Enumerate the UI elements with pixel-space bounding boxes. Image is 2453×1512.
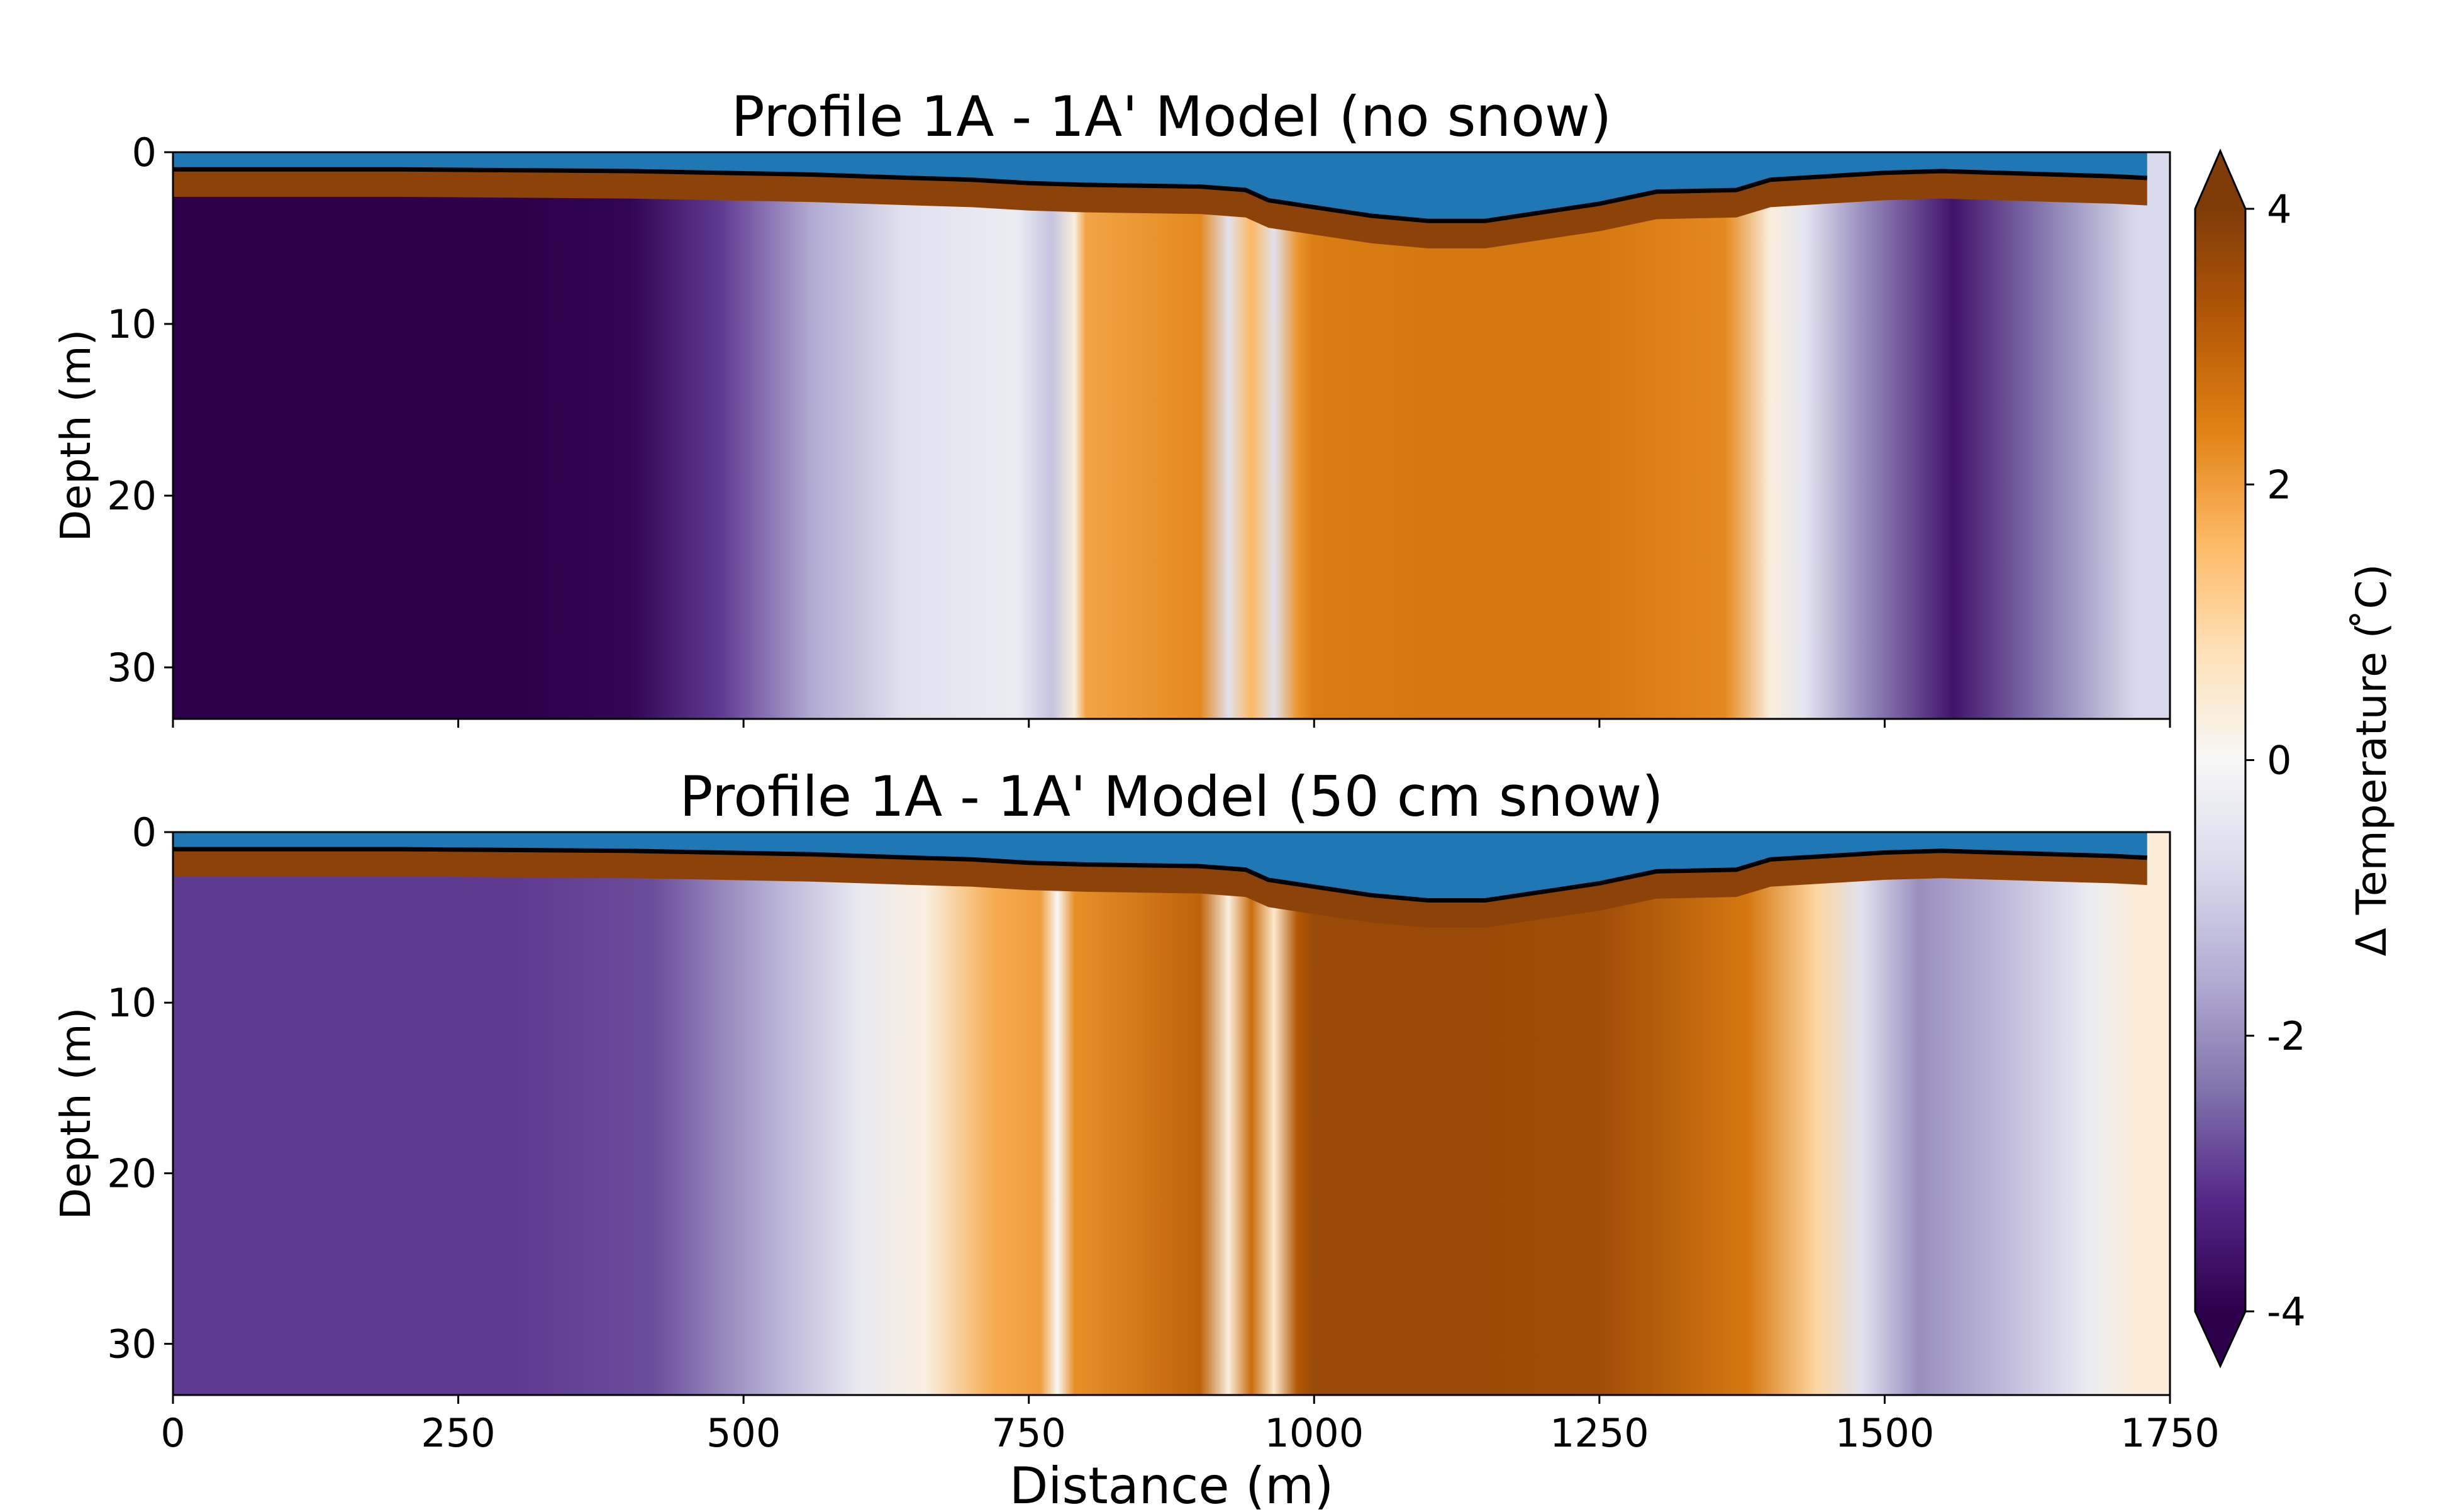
- x-axis-label: Distance (m): [1010, 1457, 1334, 1509]
- top-panel-temperature-field: [173, 152, 2170, 719]
- colorbar-label: Δ Temperature ( ̊C): [2347, 564, 2396, 957]
- bottom-panel: 0 10 20 30 0 250 500 750 1000 1250 1500 1750 Profi…: [52, 764, 2220, 1512]
- bottom-panel-title: Profile 1A - 1A' Model (50 cm snow): [679, 764, 1663, 829]
- x-tick-label: 500: [706, 1410, 781, 1456]
- x-tick-label: 0: [160, 1410, 185, 1456]
- bottom-panel-temperature-field: [173, 832, 2170, 1395]
- y-tick-label: 20: [107, 1150, 157, 1196]
- y-tick-label: 30: [107, 645, 157, 691]
- bottom-panel-y-ticks: 0 10 20 30: [107, 809, 173, 1367]
- colorbar-ticks: 4 2 0 -2 -4: [2245, 186, 2306, 1335]
- surface-warm-band: [173, 169, 2147, 248]
- y-tick-label: 0: [132, 809, 157, 855]
- bottom-panel-x-ticks: 0 250 500 750 1000 1250 1500 1750: [160, 1395, 2220, 1456]
- bottom-panel-surface-line: [173, 847, 2147, 903]
- y-tick-label: 30: [107, 1321, 157, 1367]
- bottom-panel-y-axis-label: Depth (m): [52, 1008, 100, 1220]
- y-tick-label: 20: [107, 473, 157, 519]
- top-panel-y-axis-label: Depth (m): [52, 330, 100, 542]
- x-tick-label: 250: [421, 1410, 495, 1456]
- y-tick-label: 0: [132, 130, 157, 175]
- x-tick-label: 750: [992, 1410, 1066, 1456]
- y-tick-label: 10: [107, 980, 157, 1026]
- colorbar-gradient: [2195, 209, 2245, 1311]
- colorbar-tick-label: -4: [2267, 1289, 2306, 1335]
- colorbar-extend-bottom: [2195, 1311, 2245, 1366]
- colorbar-tick-label: 4: [2267, 186, 2291, 232]
- top-panel-title: Profile 1A - 1A' Model (no snow): [731, 84, 1612, 149]
- top-panel-y-ticks: 0 10 20 30: [107, 130, 173, 691]
- top-panel-surface-line: [173, 167, 2147, 223]
- colorbar-extend-top: [2195, 151, 2245, 209]
- x-tick-label: 1000: [1264, 1410, 1364, 1456]
- bottom-panel-water-layer: [173, 832, 2147, 901]
- top-panel-frame: [172, 151, 2171, 720]
- colorbar-tick-label: -2: [2267, 1013, 2306, 1059]
- y-tick-label: 10: [107, 301, 157, 347]
- bottom-panel-frame: [172, 831, 2171, 1396]
- surface-warm-band: [173, 849, 2147, 928]
- colorbar-tick-label: 0: [2267, 738, 2291, 784]
- x-tick-label: 1250: [1550, 1410, 1649, 1456]
- top-panel-x-ticks: [172, 719, 2171, 728]
- colorbar-tick-label: 2: [2267, 462, 2291, 508]
- x-tick-label: 1750: [2120, 1410, 2220, 1456]
- top-panel: 0 10 20 30 Profile 1A - 1A' Model (no snow)…: [52, 84, 2171, 728]
- colorbar: 4 2 0 -2 -4 Δ Temperature ( ̊C): [2194, 148, 2396, 1369]
- top-panel-water-layer: [173, 152, 2147, 221]
- x-tick-label: 1500: [1835, 1410, 1935, 1456]
